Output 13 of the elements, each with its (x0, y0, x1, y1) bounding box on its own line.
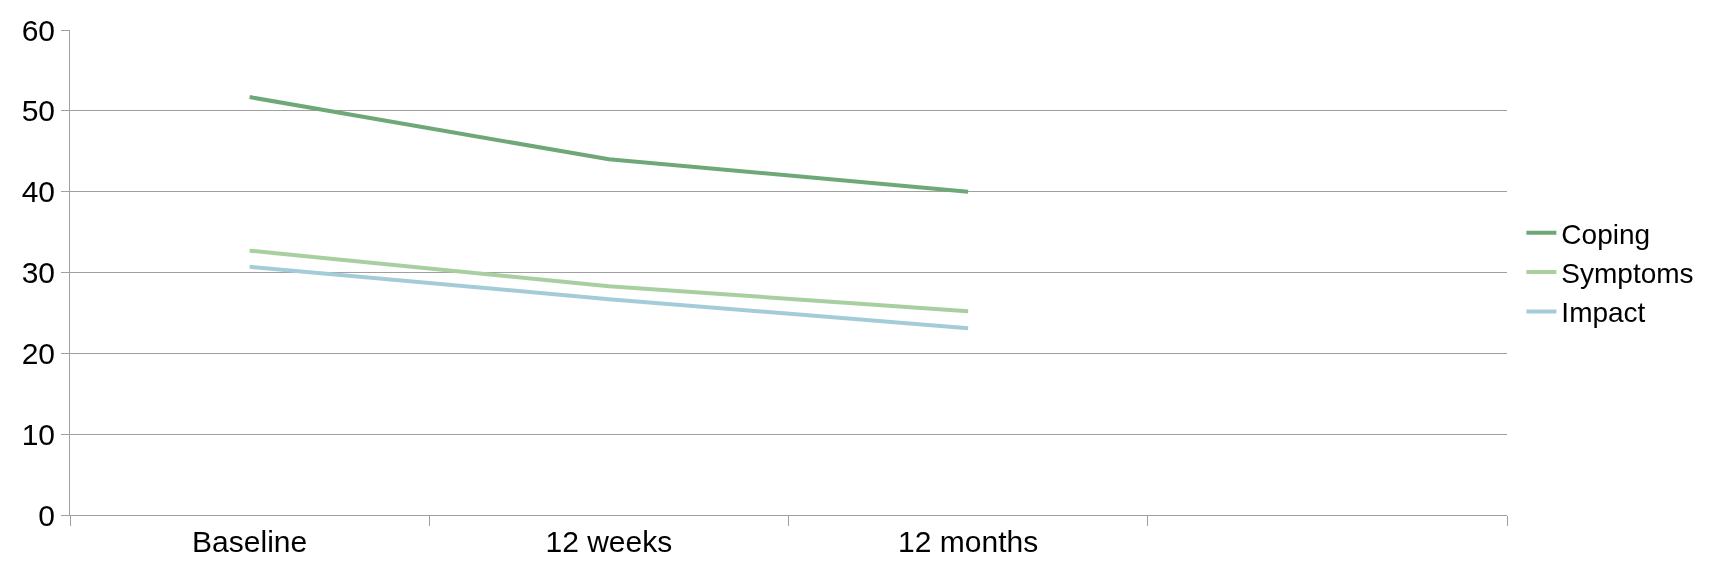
y-tick-label: 60 (21, 13, 55, 47)
y-tick-label: 0 (38, 498, 55, 532)
y-tick-label: 10 (21, 417, 55, 451)
legend-label: Symptoms (1561, 258, 1694, 290)
y-tick-label: 40 (21, 175, 55, 209)
x-tick-label: Baseline (192, 525, 308, 558)
y-tick-label: 30 (21, 256, 55, 289)
legend-label: Impact (1561, 297, 1646, 329)
x-tick-label: 12 months (898, 525, 1039, 558)
y-tick-label: 50 (21, 94, 55, 128)
y-tick-label: 20 (21, 336, 55, 370)
legend-label: Coping (1561, 218, 1651, 250)
x-tick-label: 12 weeks (545, 525, 673, 558)
